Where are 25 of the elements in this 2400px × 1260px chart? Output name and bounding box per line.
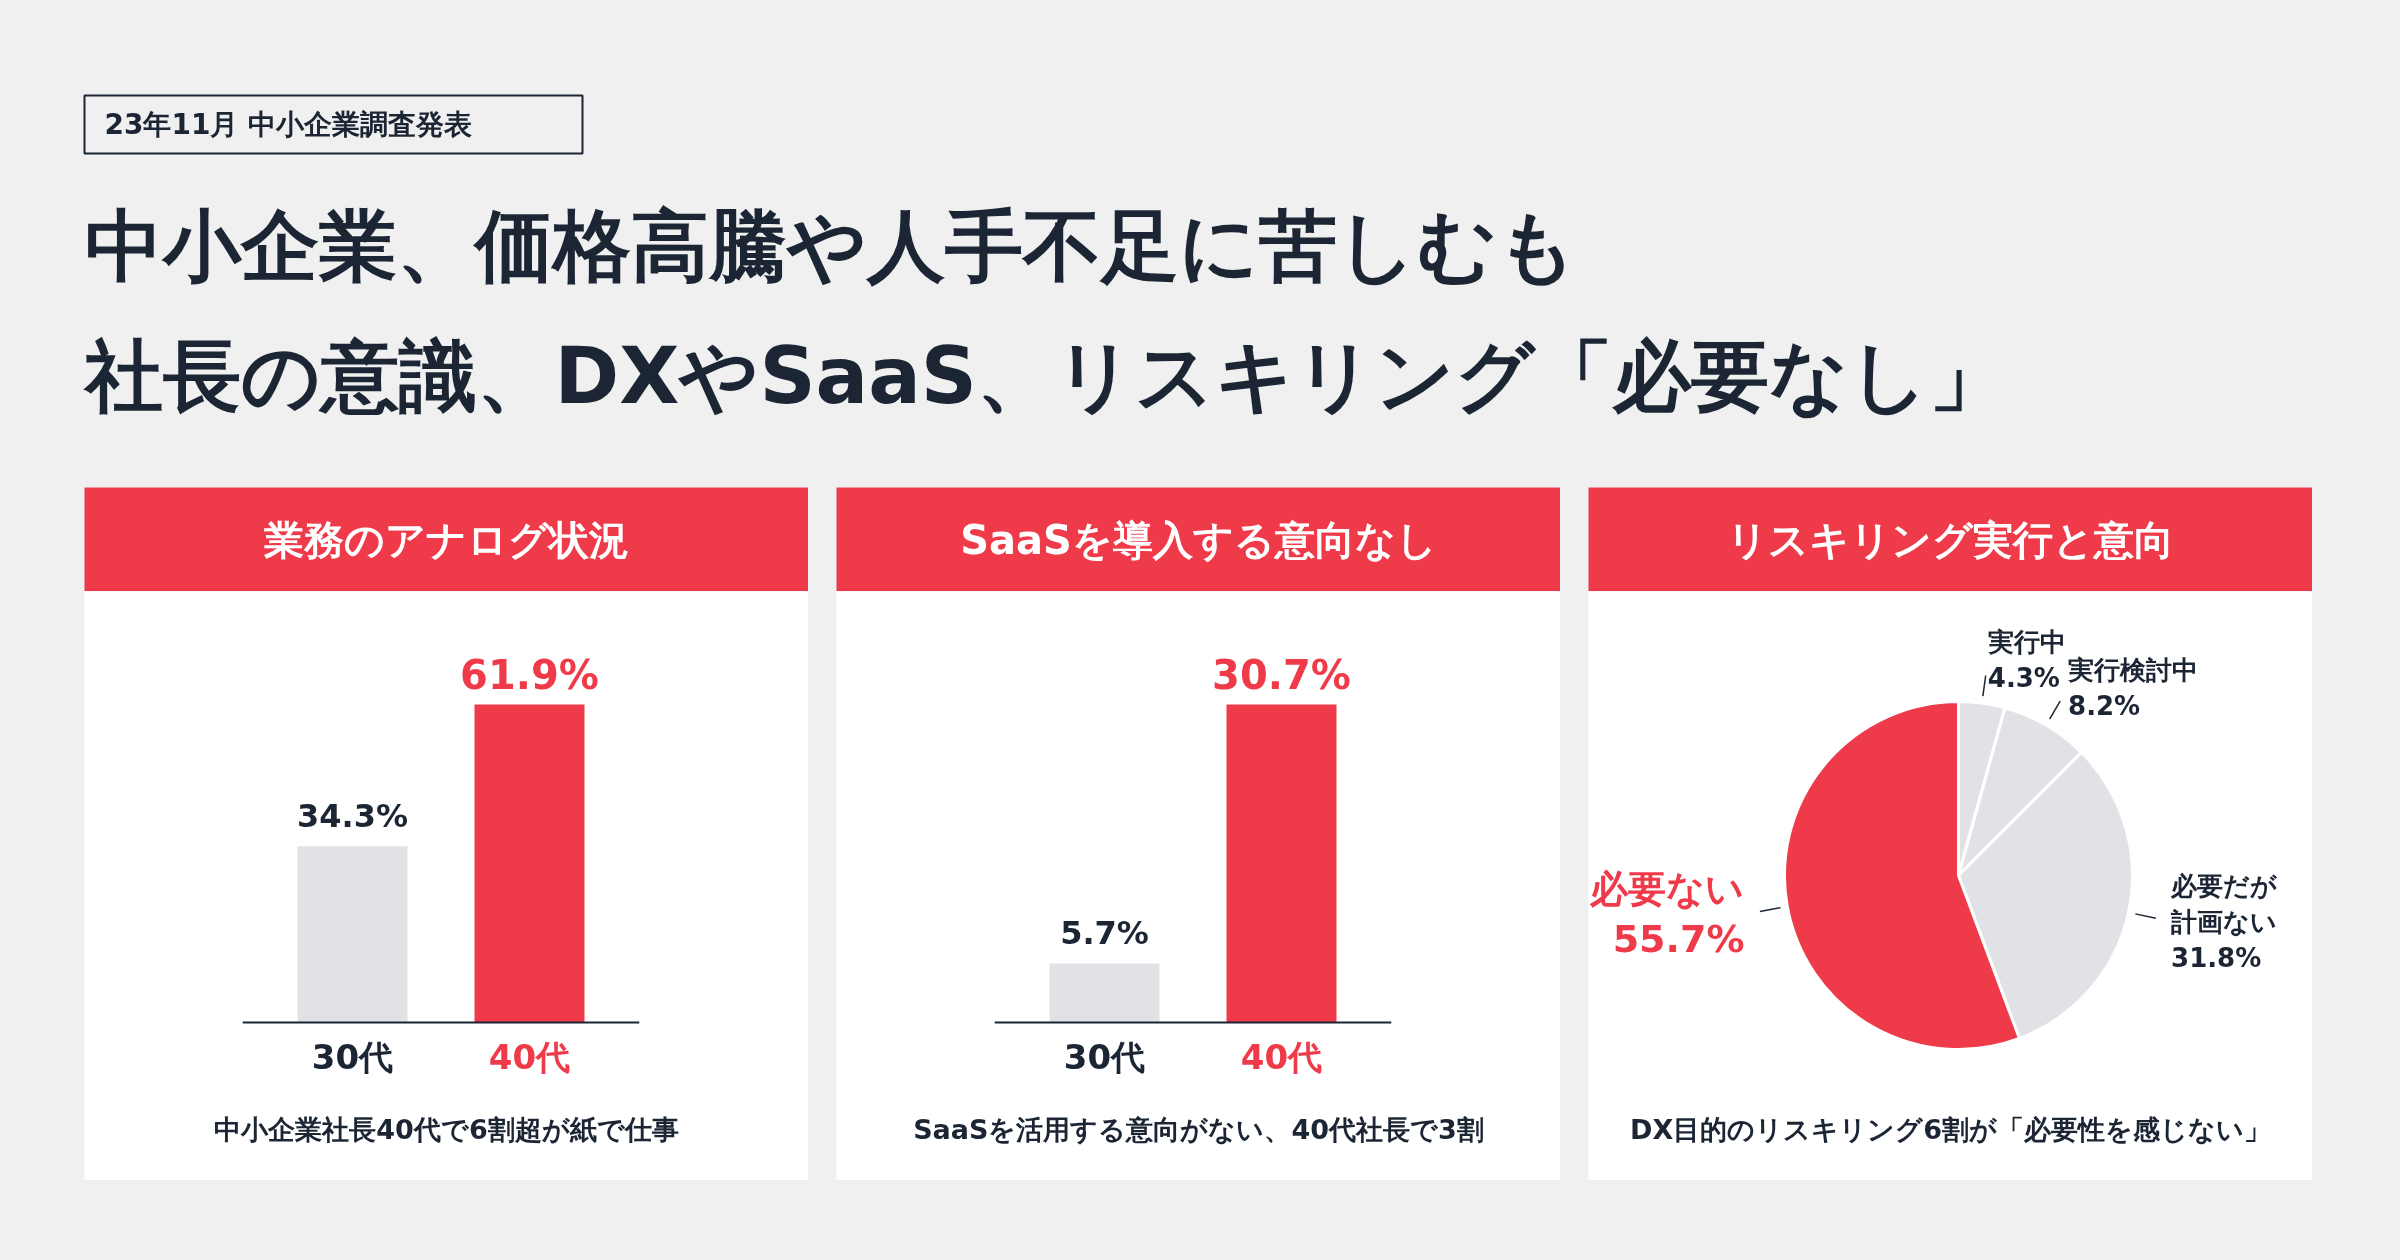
x-tick-label: 40代 xyxy=(488,1036,571,1077)
chart-title: リスキリング実行と意向 xyxy=(1727,516,2174,563)
x-tick-label: 30代 xyxy=(311,1036,394,1077)
data-label: 30.7% xyxy=(1212,651,1351,698)
text: SaaSを活用する意向がない、40代社長で3割 xyxy=(913,1114,1484,1145)
text: 社長の意識、DXやSaaS、リスキリング「必要なし」 xyxy=(82,330,2008,421)
data-label: 34.3% xyxy=(296,797,409,836)
data-label: 61.9% xyxy=(460,651,599,698)
chart-title: 業務のアナログ状況 xyxy=(263,516,629,563)
text: 23年11月 中小企業調査発表 xyxy=(104,108,473,141)
chart-title: SaaSを導入する意向なし xyxy=(960,516,1437,563)
slice-label: 必要だが計画ない xyxy=(2170,870,2279,937)
data-label: 31.8% xyxy=(2171,942,2262,973)
data-label: 8.2% xyxy=(2068,690,2141,721)
slice-label: 実行中 xyxy=(1986,626,2066,657)
data-label: 55.7% xyxy=(1612,917,1745,962)
x-tick-label: 40代 xyxy=(1240,1036,1323,1077)
data-label: 4.3% xyxy=(1987,662,2060,693)
data-label: 5.7% xyxy=(1060,914,1149,953)
text: DX目的のリスキリング6割が「必要性を感じない」 xyxy=(1629,1114,2272,1145)
slice-label: 必要ない xyxy=(1589,867,1745,912)
text: 中小企業、価格高騰や人手不足に苦しむも xyxy=(84,200,1577,291)
x-tick-label: 30代 xyxy=(1063,1036,1146,1077)
text: 中小企業社長40代で6割超が紙で仕事 xyxy=(214,1114,679,1145)
slice-label: 実行検討中 xyxy=(2067,654,2199,685)
